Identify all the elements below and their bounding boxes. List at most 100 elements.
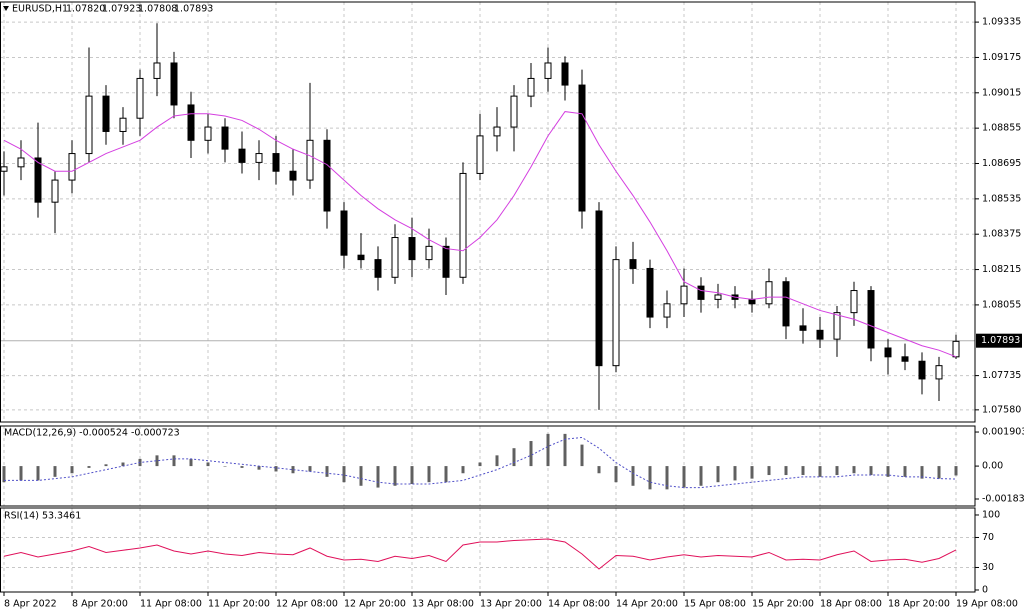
candle-body (816, 329, 824, 340)
y-tick-label: 1.09175 (982, 52, 1021, 63)
candle-body (408, 237, 416, 261)
y-tick-label: 1.08055 (982, 299, 1021, 310)
macd-bar (920, 466, 924, 479)
macd-bar (308, 466, 312, 472)
candle-body (476, 135, 484, 174)
x-tick-label: 15 Apr 08:00 (684, 599, 746, 610)
candle-body (221, 126, 229, 150)
candle-body (714, 294, 722, 300)
y-tick-label: 1.09335 (982, 17, 1021, 28)
x-tick-label: 13 Apr 20:00 (480, 599, 542, 610)
candle-body (867, 290, 875, 349)
header-text: 1.07923 (102, 4, 141, 15)
macd-bar (750, 466, 754, 479)
header-text: 1.07820 (66, 4, 105, 15)
candle-body (340, 210, 348, 256)
candle-body (323, 139, 331, 212)
y-tick-label: 30 (982, 562, 994, 573)
panel-frame (0, 1, 976, 423)
macd-bar (291, 466, 295, 474)
macd-bar (240, 466, 244, 468)
macd-bar (580, 444, 584, 467)
candle-body (561, 62, 569, 86)
candle-body (187, 104, 195, 141)
macd-bar (53, 466, 57, 477)
macd-bar (699, 466, 703, 486)
candle-body (425, 245, 433, 261)
macd-bar (512, 448, 516, 467)
panel-frame (0, 425, 976, 507)
candle-body (102, 95, 110, 132)
macd-bar (461, 466, 465, 474)
x-tick-label: 18 Apr 08:00 (820, 599, 882, 610)
macd-bar (172, 455, 176, 467)
candle-body (952, 340, 960, 358)
candle-body (289, 170, 297, 181)
candle-body (374, 259, 382, 278)
last-price-label: 1.07893 (981, 335, 1020, 346)
candle-body (799, 325, 807, 331)
macd-bar (614, 466, 618, 483)
macd-bar (2, 466, 6, 483)
macd-bar (716, 466, 720, 483)
macd-bar (665, 466, 669, 490)
y-tick-label: 1.08375 (982, 229, 1021, 240)
x-tick-label: 18 Apr 20:00 (888, 599, 950, 610)
symbol-menu-arrow[interactable] (3, 6, 9, 11)
macd-bar (784, 466, 788, 476)
candle-body (850, 290, 858, 314)
y-tick-label: 1.07580 (982, 404, 1021, 415)
candle-body (680, 285, 688, 305)
macd-bar (427, 466, 431, 483)
candle-body (918, 360, 926, 380)
macd-bar (19, 466, 23, 481)
panel-frame (0, 507, 976, 593)
macd-bar (903, 466, 907, 477)
candle-body (0, 166, 8, 172)
x-tick-label: 11 Apr 20:00 (208, 599, 270, 610)
x-tick-label: 15 Apr 20:00 (752, 599, 814, 610)
x-tick-label: 14 Apr 20:00 (616, 599, 678, 610)
candle-body (238, 148, 246, 163)
x-tick-label: 13 Apr 08:00 (412, 599, 474, 610)
panel-title: MACD(12,26,9) -0.000524 -0.000723 (4, 428, 180, 439)
candle-body (68, 153, 76, 181)
macd-bar (563, 433, 567, 467)
candle-body (629, 259, 637, 269)
y-tick-label: 1.08695 (982, 158, 1021, 169)
candle-body (272, 153, 280, 172)
candle-body (663, 303, 671, 318)
macd-bar (546, 433, 550, 467)
candle-body (493, 126, 501, 137)
candle-body (136, 77, 144, 119)
y-tick-label: 1.09015 (982, 87, 1021, 98)
macd-bar (87, 466, 91, 468)
candle-body (578, 84, 586, 212)
macd-bar (937, 466, 941, 479)
macd-bar (682, 466, 686, 488)
macd-bar (444, 466, 448, 483)
x-tick-label: 14 Apr 08:00 (548, 599, 610, 610)
panel-title: RSI(14) 53.3461 (4, 511, 81, 522)
macd-bar (121, 462, 125, 467)
macd-bar (376, 466, 380, 488)
candle-body (357, 254, 365, 261)
macd-bar (70, 466, 74, 474)
macd-bar (223, 466, 227, 467)
candle-body (306, 139, 314, 181)
candle-body (748, 298, 756, 305)
candle-body (442, 245, 450, 278)
macd-bar (954, 466, 958, 476)
macd-bar (529, 441, 533, 467)
x-tick-label: 11 Apr 08:00 (140, 599, 202, 610)
candle-body (544, 62, 552, 79)
macd-bar (631, 466, 635, 486)
candle-body (527, 77, 535, 97)
y-tick-label: 1.08855 (982, 123, 1021, 134)
macd-bar (274, 466, 278, 472)
candle-body (765, 281, 773, 305)
last-price-tag (976, 333, 1022, 348)
macd-bar (597, 466, 601, 474)
y-tick-label: 1.08535 (982, 193, 1021, 204)
macd-bar (36, 466, 40, 481)
